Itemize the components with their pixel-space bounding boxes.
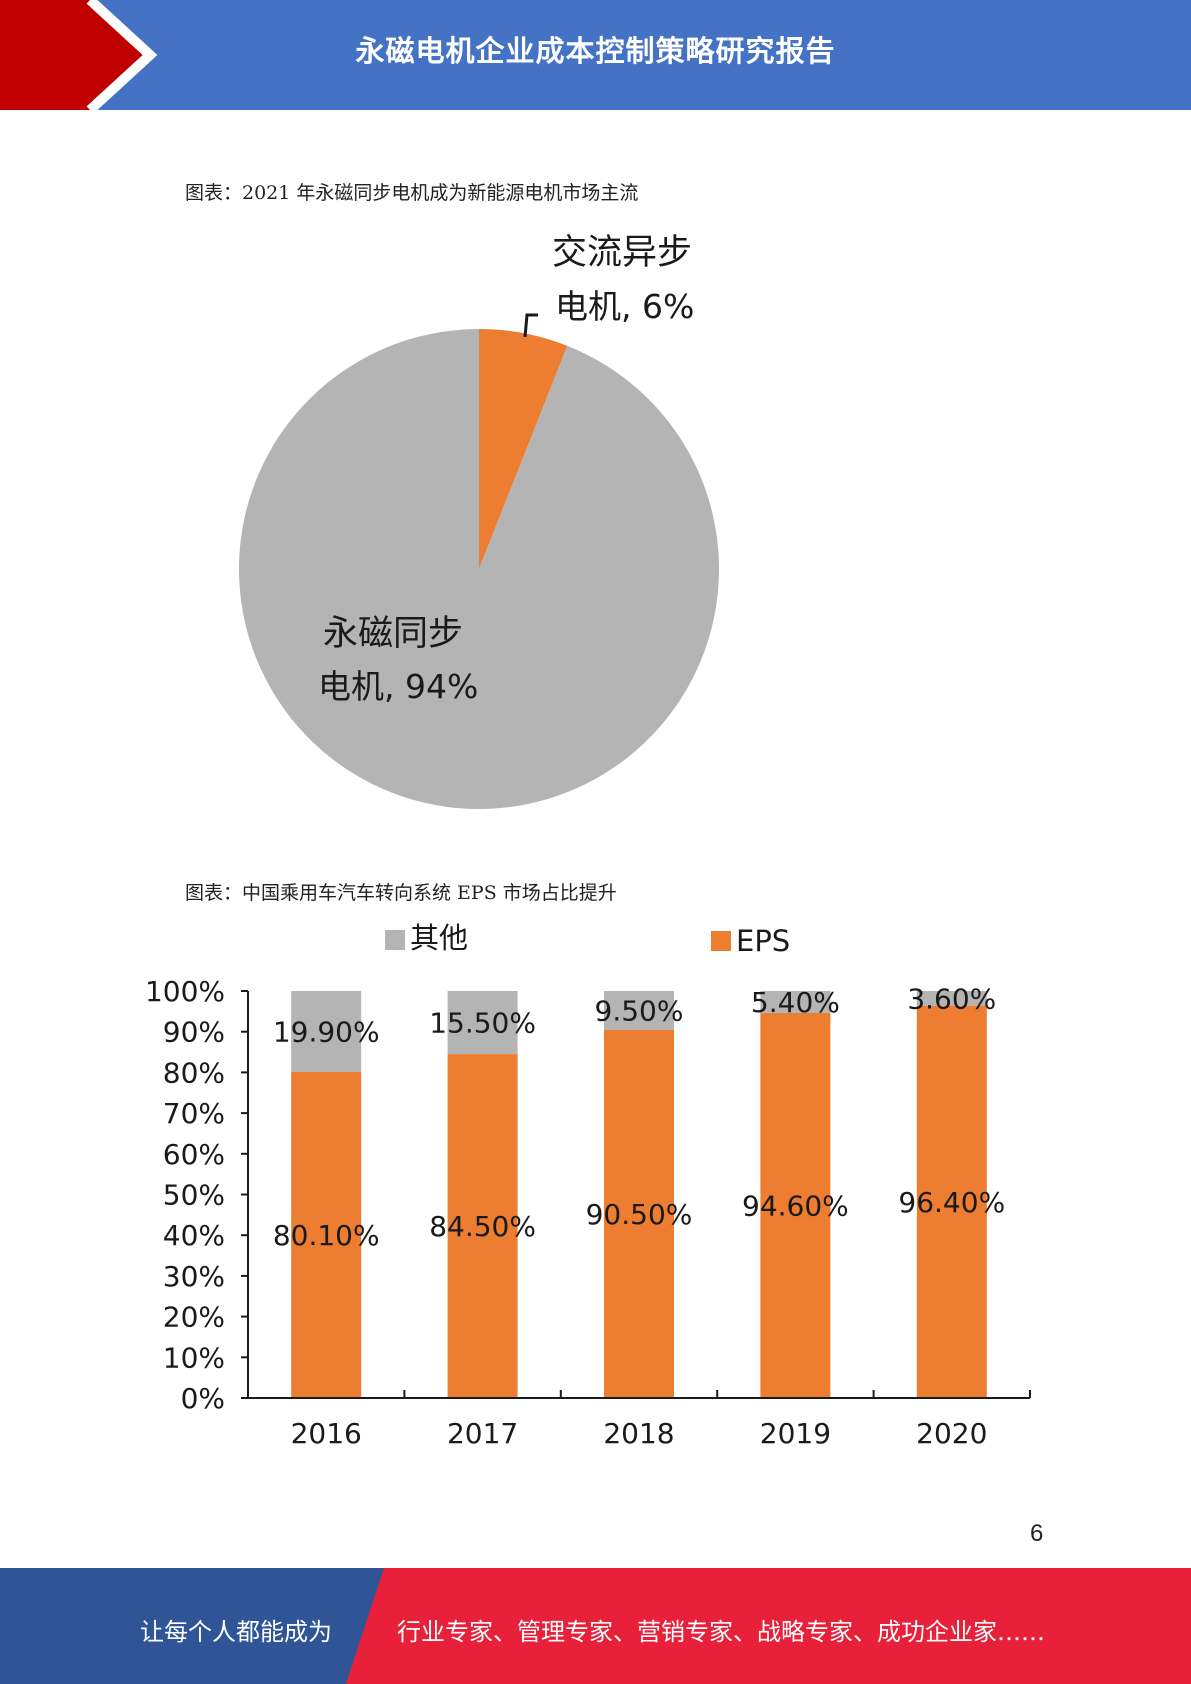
legend-swatch-other — [385, 930, 405, 950]
bar-other-2019 — [760, 991, 831, 1013]
footer-background — [0, 1568, 1191, 1684]
x-tick-label-2020: 2020 — [916, 1417, 987, 1450]
pie-slice-1 — [239, 329, 720, 809]
pie-label-ac-async-line1: 交流异步 — [552, 233, 692, 273]
data-label-eps-2019: 94.60% — [742, 1189, 849, 1222]
data-label-other-2020: 3.60% — [907, 982, 996, 1015]
bar-eps-2016 — [291, 1071, 362, 1398]
bar-eps-2019 — [760, 1012, 831, 1398]
data-label-eps-2018: 90.50% — [586, 1198, 693, 1231]
x-tick-label-2017: 2017 — [447, 1417, 518, 1450]
y-tick-label: 10% — [163, 1341, 225, 1374]
pie-chart: 交流异步 电机, 6% 永磁同步 电机, 94% — [239, 233, 720, 809]
pie-label-pmsm-line1: 永磁同步 — [323, 614, 463, 654]
legend-label-eps: EPS — [736, 924, 790, 958]
header-arrow-decoration — [0, 0, 158, 110]
bar-eps-2018 — [604, 1029, 674, 1398]
y-tick-label: 50% — [163, 1179, 225, 1212]
x-tick-label-2018: 2018 — [603, 1417, 674, 1450]
page-number: 6 — [1030, 1520, 1044, 1547]
pie-chart-caption: 图表：2021 年永磁同步电机成为新能源电机市场主流 — [185, 182, 639, 204]
y-tick-label: 60% — [163, 1138, 225, 1171]
data-label-other-2019: 5.40% — [751, 986, 840, 1019]
data-label-other-2018: 9.50% — [595, 994, 684, 1027]
legend-swatch-eps — [711, 931, 731, 951]
data-label-eps-2016: 80.10% — [273, 1219, 380, 1252]
y-tick-label: 90% — [163, 1016, 225, 1049]
y-tick-label: 40% — [163, 1219, 225, 1252]
y-tick-label: 20% — [163, 1301, 225, 1334]
pie-leader-line — [523, 313, 538, 338]
y-tick-label: 0% — [181, 1382, 225, 1415]
x-tick-label-2016: 2016 — [291, 1417, 362, 1450]
pie-slice-0 — [479, 329, 568, 569]
pie-label-pmsm-line2: 电机, 94% — [318, 667, 478, 706]
report-title: 永磁电机企业成本控制策略研究报告 — [355, 34, 836, 68]
bar-other-2016 — [291, 991, 362, 1072]
footer-slogan-right: 行业专家、管理专家、营销专家、战略专家、成功企业家…… — [397, 1618, 1045, 1646]
data-label-other-2016: 19.90% — [273, 1015, 380, 1048]
pie-label-ac-async-line2: 电机, 6% — [555, 287, 694, 326]
stacked-bar-chart: 其他 EPS 0% 10% 20% 30% 40% 50% 60% 70% 80% 90% 100%… — [145, 921, 1031, 1450]
y-tick-label: 80% — [163, 1056, 225, 1089]
data-label-eps-2020: 96.40% — [898, 1186, 1005, 1219]
data-label-eps-2017: 84.50% — [429, 1210, 536, 1243]
y-tick-label: 30% — [163, 1260, 225, 1293]
bar-eps-2017 — [447, 1054, 518, 1398]
bar-chart-caption: 图表：中国乘用车汽车转向系统 EPS 市场占比提升 — [185, 882, 617, 904]
report-header: 永磁电机企业成本控制策略研究报告 — [0, 0, 1191, 110]
bar-other-2018 — [604, 991, 674, 1030]
bar-other-2020 — [916, 991, 987, 1006]
bar-other-2017 — [447, 991, 518, 1055]
footer-slogan-left: 让每个人都能成为 — [140, 1618, 332, 1646]
y-tick-label: 100% — [145, 975, 225, 1008]
report-footer: 让每个人都能成为 行业专家、管理专家、营销专家、战略专家、成功企业家…… — [0, 1568, 1191, 1684]
data-label-other-2017: 15.50% — [429, 1007, 536, 1040]
y-tick-label: 70% — [163, 1097, 225, 1130]
x-tick-label-2019: 2019 — [760, 1417, 831, 1450]
bar-eps-2020 — [916, 1005, 987, 1398]
legend-label-other: 其他 — [410, 921, 468, 955]
